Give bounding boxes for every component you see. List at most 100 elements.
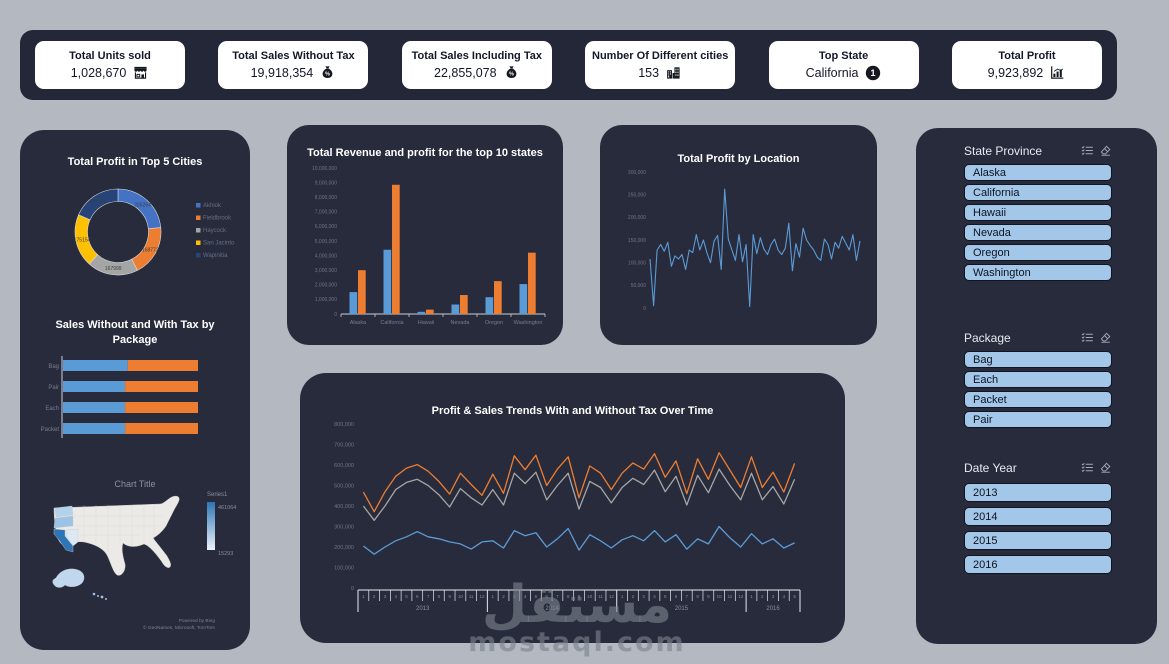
donut-chart-title: Total Profit in Top 5 Cities: [67, 156, 203, 168]
svg-text:Oregon: Oregon: [485, 320, 503, 326]
slicer-item-alaska[interactable]: Alaska: [964, 164, 1112, 181]
svg-text:2: 2: [761, 594, 764, 599]
money-bag-icon: %: [320, 65, 336, 81]
map-state-washington[interactable]: [54, 505, 74, 518]
profit-location-line-chart[interactable]: 0 50,000 100,000 150,000 200,000 250,000 300,0…: [608, 163, 869, 338]
trends-line-chart[interactable]: 0 100,000 200,000 300,000 400,000 500,000 600,…: [310, 418, 835, 638]
svg-text:8,000,000: 8,000,000: [315, 195, 337, 201]
multi-select-icon[interactable]: [1081, 461, 1094, 474]
slicer-item-nevada[interactable]: Nevada: [964, 224, 1112, 241]
svg-text:5,000,000: 5,000,000: [315, 239, 337, 245]
map-state-oregon[interactable]: [53, 515, 74, 529]
map-state-alaska[interactable]: [52, 568, 85, 588]
slicer-item-2015[interactable]: 2015: [964, 531, 1112, 550]
bar-hawaii-profit[interactable]: [417, 311, 426, 314]
svg-text:Washington: Washington: [514, 320, 543, 326]
kpi-card: Total Profit 9,923,892: [951, 41, 1102, 89]
panel-top5-cities: Total Profit in Top 5 Cities 205254 16877…: [20, 130, 250, 650]
svg-text:2016: 2016: [766, 606, 780, 612]
bar-washington-revenue[interactable]: [528, 252, 536, 314]
clear-selections-icon[interactable]: [1099, 461, 1112, 474]
kpi-label: Total Sales Including Tax: [411, 49, 542, 62]
slicer-item-2016[interactable]: 2016: [964, 555, 1112, 574]
slicer-item-oregon[interactable]: Oregon: [964, 244, 1112, 261]
bar-nevada-profit[interactable]: [451, 304, 460, 314]
svg-text:San Jacinto: San Jacinto: [203, 241, 235, 247]
package-stacked-bar-chart[interactable]: Bag Pair Each Packet: [20, 352, 250, 452]
bar-bag-with-tax[interactable]: [127, 360, 198, 371]
bar-nevada-revenue[interactable]: [460, 295, 468, 314]
svg-text:1: 1: [491, 594, 494, 599]
bar-pair-with-tax[interactable]: [125, 381, 198, 392]
svg-text:3: 3: [642, 594, 645, 599]
donut-segment-wapinitia[interactable]: [78, 188, 119, 221]
bar-washington-profit[interactable]: [519, 284, 528, 314]
slicer-item-bag[interactable]: Bag: [964, 351, 1112, 368]
state-choropleth-map[interactable]: Series1 461064 15293 Powered by Bing© GeoNa…: [20, 482, 250, 637]
bar-hawaii-revenue[interactable]: [426, 309, 434, 314]
trend-line-sales-without-tax[interactable]: [362, 468, 796, 521]
slicer-item-packet[interactable]: Packet: [964, 391, 1112, 408]
top5-cities-donut-chart[interactable]: 205254 168772 167999 175154 162185 Akhiok Fiel…: [20, 166, 250, 296]
svg-text:Pair: Pair: [48, 385, 59, 391]
bar-each-without-tax[interactable]: [63, 402, 126, 413]
slicer-title-package: Package: [964, 330, 1011, 345]
svg-text:6: 6: [545, 594, 548, 599]
bar-each-with-tax[interactable]: [125, 402, 198, 413]
bar-oregon-profit[interactable]: [485, 297, 494, 314]
state-revenue-bar-chart[interactable]: 0 1,000,000 2,000,000 3,000,000 4,000,000 5,0…: [295, 161, 555, 341]
svg-text:9: 9: [578, 594, 581, 599]
svg-text:Akhiok: Akhiok: [203, 203, 222, 209]
clear-selections-icon[interactable]: [1099, 331, 1112, 344]
bar-pair-without-tax[interactable]: [63, 381, 126, 392]
multi-select-icon[interactable]: [1081, 144, 1094, 157]
trend-line-profit[interactable]: [363, 525, 795, 555]
svg-text:10: 10: [717, 594, 723, 599]
slicer-item-california[interactable]: California: [964, 184, 1112, 201]
svg-text:600,000: 600,000: [334, 463, 354, 469]
svg-text:1: 1: [362, 594, 365, 599]
kpi-value: 1,028,670: [70, 65, 127, 80]
trend-line-sales-with-tax[interactable]: [362, 452, 796, 513]
state-border-lines: [74, 504, 162, 552]
svg-text:200,000: 200,000: [334, 545, 354, 551]
map-state-hawaii[interactable]: [92, 592, 107, 600]
donut-segment-akhiok[interactable]: [117, 188, 162, 230]
svg-text:500,000: 500,000: [334, 484, 354, 490]
slicer-item-2014[interactable]: 2014: [964, 507, 1112, 526]
svg-text:%: %: [509, 71, 514, 77]
slicer-item-hawaii[interactable]: Hawaii: [964, 204, 1112, 221]
kpi-card: Number Of Different cities 153: [585, 41, 736, 89]
svg-text:4: 4: [524, 594, 527, 599]
svg-text:Packet: Packet: [41, 427, 60, 433]
svg-text:Nevada: Nevada: [451, 320, 471, 326]
svg-text:3: 3: [513, 594, 516, 599]
svg-text:Powered by Bing: Powered by Bing: [179, 618, 216, 624]
slicer-item-washington[interactable]: Washington: [964, 264, 1112, 281]
bar-packet-with-tax[interactable]: [125, 423, 198, 434]
slicer-item-each[interactable]: Each: [964, 371, 1112, 388]
svg-text:4: 4: [783, 594, 786, 599]
multi-select-icon[interactable]: [1081, 331, 1094, 344]
profit-location-line[interactable]: [649, 188, 861, 308]
bar-chart-icon: [1050, 65, 1066, 81]
bar-oregon-revenue[interactable]: [494, 281, 502, 314]
slicer-item-2013[interactable]: 2013: [964, 483, 1112, 502]
bar-packet-without-tax[interactable]: [63, 423, 126, 434]
svg-text:5: 5: [405, 594, 408, 599]
bar-alaska-revenue[interactable]: [358, 270, 366, 314]
bar-alaska-profit[interactable]: [349, 292, 358, 314]
map-state-nevada[interactable]: [65, 528, 79, 547]
map-state-california[interactable]: [53, 528, 74, 553]
bar-california-profit[interactable]: [383, 249, 392, 314]
clear-selections-icon[interactable]: [1099, 144, 1112, 157]
svg-text:6,000,000: 6,000,000: [315, 224, 337, 230]
kpi-card: Total Sales Including Tax 22,855,078%: [401, 41, 552, 89]
svg-text:3: 3: [772, 594, 775, 599]
bar-bag-without-tax[interactable]: [63, 360, 128, 371]
svg-text:200,000: 200,000: [628, 215, 646, 221]
slicer-items-state-province: Alaska California Hawaii Nevada Oregon Washin…: [964, 164, 1112, 281]
bar-california-revenue[interactable]: [392, 184, 400, 314]
slicer-item-pair[interactable]: Pair: [964, 411, 1112, 428]
revenue-chart-title: Total Revenue and profit for the top 10 …: [307, 147, 543, 159]
